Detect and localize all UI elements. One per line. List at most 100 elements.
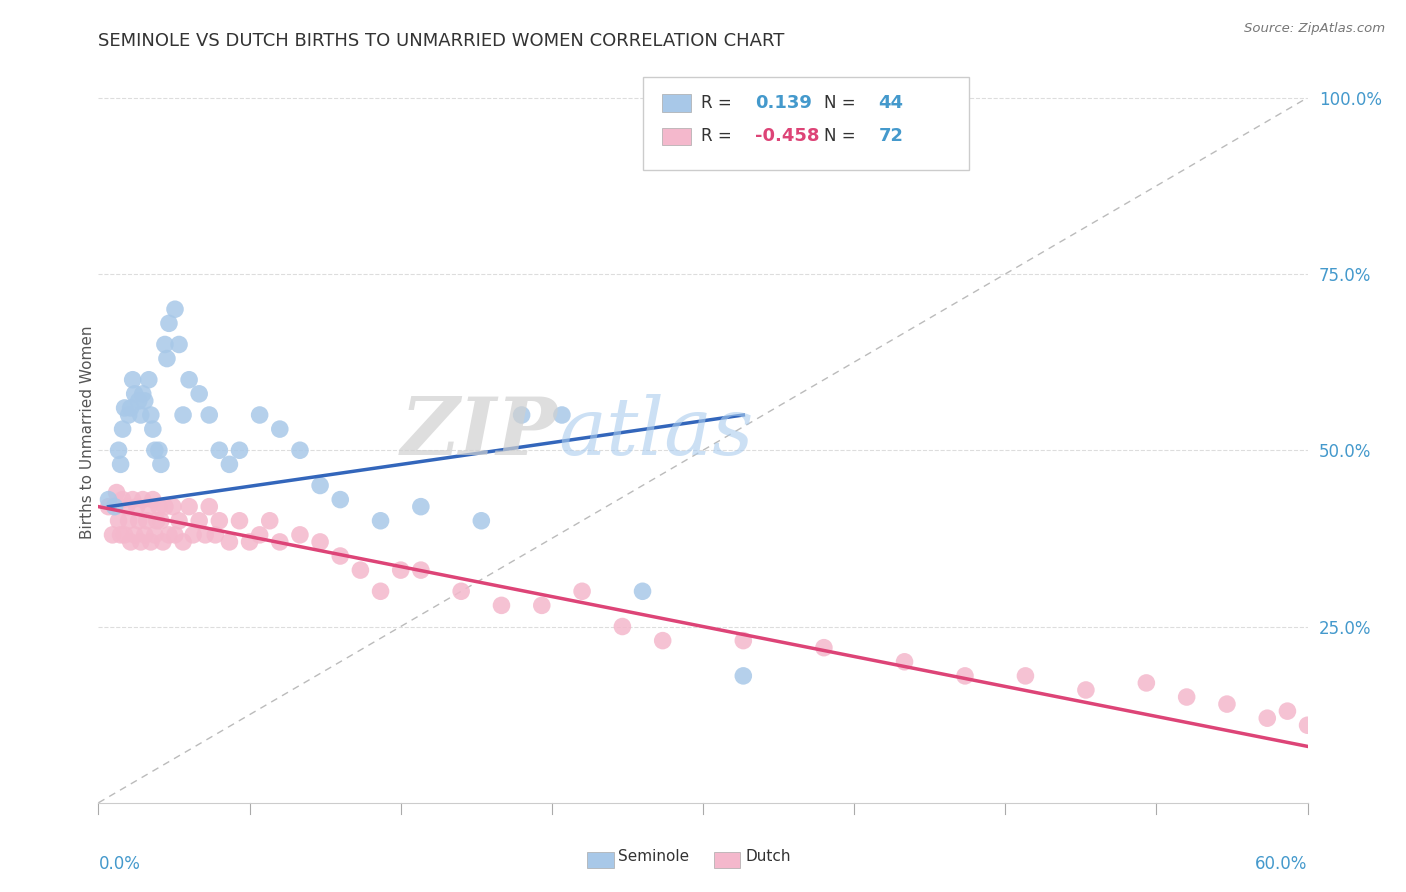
Point	[1074, 683, 1097, 698]
Point	[249, 528, 271, 542]
FancyBboxPatch shape	[643, 78, 969, 169]
Point	[138, 373, 160, 387]
Point	[138, 500, 160, 514]
Point	[115, 500, 138, 514]
FancyBboxPatch shape	[586, 852, 613, 868]
Point	[179, 373, 201, 387]
Text: 72: 72	[879, 128, 903, 145]
Point	[120, 401, 142, 415]
Point	[124, 528, 146, 542]
Point	[162, 500, 184, 514]
Point	[309, 478, 332, 492]
Point	[1337, 732, 1360, 747]
Point	[172, 535, 194, 549]
Point	[1216, 697, 1239, 711]
Point	[103, 500, 125, 514]
Point	[309, 535, 332, 549]
Point	[249, 408, 271, 422]
Point	[269, 422, 291, 436]
Point	[530, 599, 553, 613]
Point	[97, 492, 120, 507]
Point	[893, 655, 915, 669]
Point	[1296, 718, 1319, 732]
Text: N =: N =	[824, 128, 855, 145]
Point	[1316, 725, 1339, 739]
Point	[156, 351, 179, 366]
Point	[1277, 704, 1299, 718]
Point	[349, 563, 371, 577]
Point	[218, 458, 240, 472]
Point	[228, 443, 250, 458]
Point	[813, 640, 835, 655]
Point	[142, 492, 165, 507]
Text: ZIP: ZIP	[401, 394, 558, 471]
Point	[259, 514, 281, 528]
Point	[510, 408, 533, 422]
Point	[110, 528, 132, 542]
Point	[733, 633, 755, 648]
Point	[204, 528, 226, 542]
Text: Source: ZipAtlas.com: Source: ZipAtlas.com	[1244, 22, 1385, 36]
Text: 60.0%: 60.0%	[1256, 855, 1308, 872]
Point	[198, 408, 221, 422]
Point	[218, 535, 240, 549]
Point	[128, 514, 150, 528]
Point	[329, 549, 352, 563]
Point	[953, 669, 976, 683]
Point	[157, 528, 180, 542]
Point	[1256, 711, 1278, 725]
Text: -0.458: -0.458	[755, 128, 820, 145]
Point	[143, 443, 166, 458]
Point	[329, 492, 352, 507]
Text: R =: R =	[700, 128, 731, 145]
Point	[288, 443, 311, 458]
Point	[1135, 676, 1157, 690]
Point	[733, 669, 755, 683]
Text: N =: N =	[824, 95, 855, 112]
FancyBboxPatch shape	[714, 852, 741, 868]
Point	[142, 422, 165, 436]
Point	[188, 514, 211, 528]
Point	[631, 584, 654, 599]
Point	[370, 514, 392, 528]
Point	[167, 514, 190, 528]
Text: 44: 44	[879, 95, 903, 112]
Point	[139, 408, 162, 422]
Point	[194, 528, 217, 542]
Point	[107, 514, 129, 528]
Point	[129, 408, 152, 422]
Point	[1175, 690, 1198, 704]
Point	[163, 528, 186, 542]
Point	[111, 492, 134, 507]
Point	[107, 443, 129, 458]
Point	[409, 563, 432, 577]
Text: Seminole: Seminole	[619, 849, 689, 864]
Point	[105, 485, 128, 500]
Point	[124, 387, 146, 401]
Point	[132, 387, 155, 401]
Point	[651, 633, 673, 648]
Point	[114, 528, 136, 542]
Point	[172, 408, 194, 422]
Point	[188, 387, 211, 401]
Point	[1014, 669, 1036, 683]
Text: R =: R =	[700, 95, 731, 112]
Point	[181, 528, 204, 542]
Point	[121, 373, 143, 387]
Point	[97, 500, 120, 514]
FancyBboxPatch shape	[662, 95, 690, 112]
Point	[179, 500, 201, 514]
Point	[132, 492, 155, 507]
Point	[139, 535, 162, 549]
Point	[134, 528, 156, 542]
Point	[118, 514, 141, 528]
Point	[149, 514, 172, 528]
Point	[152, 535, 174, 549]
Point	[167, 337, 190, 351]
Point	[269, 535, 291, 549]
FancyBboxPatch shape	[662, 128, 690, 145]
Point	[118, 408, 141, 422]
Point	[470, 514, 492, 528]
Point	[135, 514, 157, 528]
Point	[110, 458, 132, 472]
